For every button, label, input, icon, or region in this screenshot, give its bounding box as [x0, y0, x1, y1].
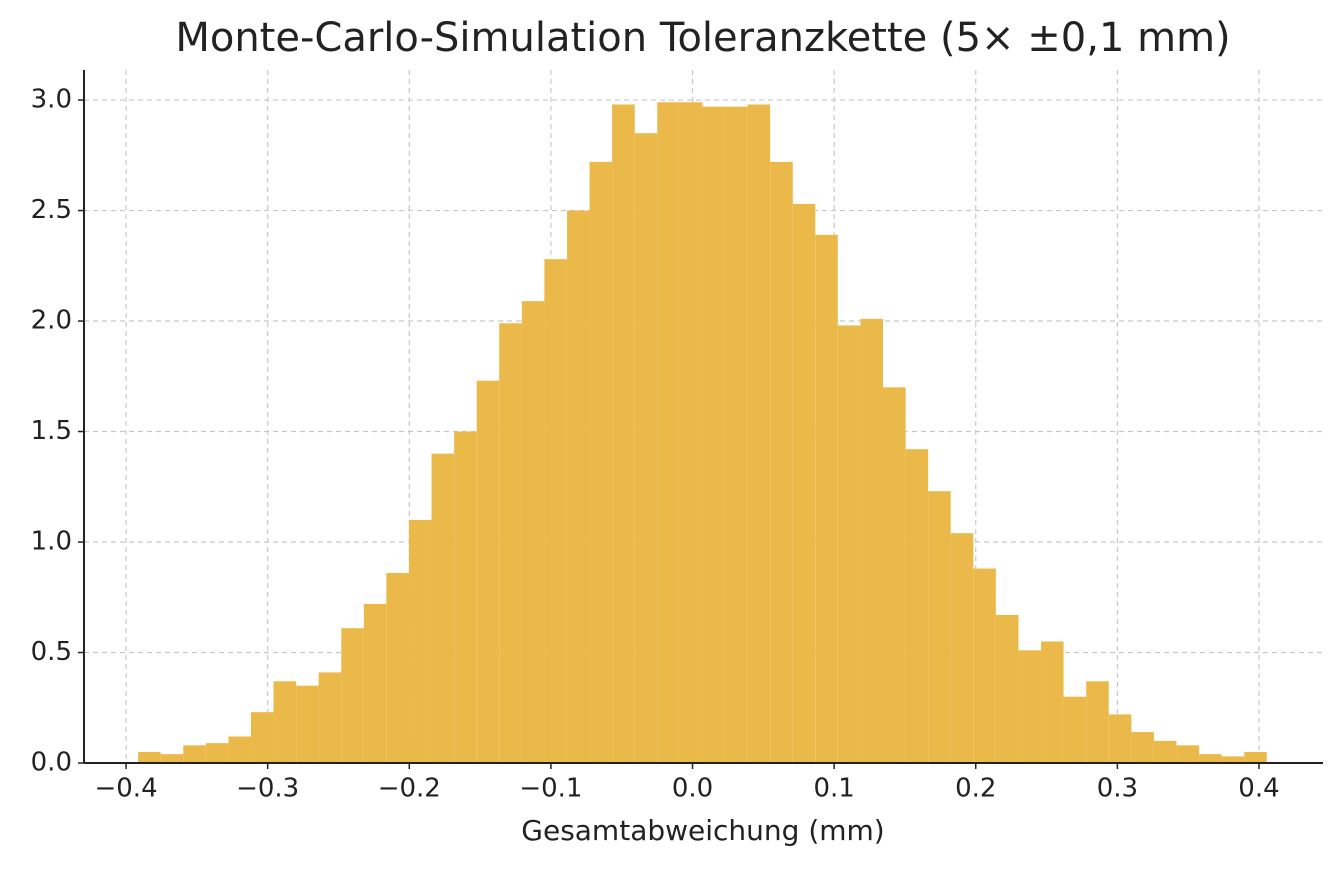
bar [634, 133, 658, 763]
bar [409, 519, 432, 763]
y-tick-label: 0.0 [31, 748, 72, 778]
y-tick-label: 1.0 [31, 527, 72, 557]
bar [521, 301, 545, 763]
bar [1131, 732, 1154, 763]
bar [454, 431, 477, 763]
y-tick-label: 0.5 [31, 637, 72, 667]
bar [1221, 756, 1245, 763]
bar [770, 161, 793, 763]
bar [928, 491, 951, 763]
bar [499, 323, 522, 763]
x-tick-label: −0.2 [378, 774, 441, 804]
x-tick-label: −0.1 [519, 774, 582, 804]
y-tick-label: 2.5 [31, 195, 72, 225]
bar [386, 572, 410, 763]
bar [792, 203, 816, 764]
x-tick-label: 0.3 [1097, 774, 1138, 804]
bar [1153, 740, 1177, 763]
bar [1244, 751, 1267, 763]
bar [702, 106, 725, 763]
y-tick-label: 3.0 [31, 85, 72, 115]
bar [544, 259, 568, 763]
bar [183, 745, 206, 763]
bar [950, 533, 974, 763]
bar [612, 104, 635, 764]
x-tick-label: 0.2 [955, 774, 996, 804]
x-tick-label: −0.3 [236, 774, 299, 804]
x-axis-label: Gesamtabweichung (mm) [521, 814, 884, 847]
bar [973, 568, 996, 763]
bar [476, 380, 500, 763]
bar [296, 685, 319, 763]
bar [747, 104, 771, 764]
bar [1176, 745, 1200, 763]
bar [250, 712, 274, 763]
y-tick-label: 1.5 [31, 416, 72, 446]
bar [273, 681, 297, 763]
x-tick-label: −0.4 [94, 774, 157, 804]
x-tick-label: 0.0 [672, 774, 713, 804]
x-tick-label: 0.1 [813, 774, 854, 804]
y-tick-label: 2.0 [31, 306, 72, 336]
bar [589, 161, 613, 763]
bar [205, 743, 229, 763]
chart-title: Monte-Carlo-Simulation Toleranzkette (5×… [175, 15, 1230, 61]
bar [1041, 641, 1064, 763]
bar [1086, 681, 1109, 763]
bar [341, 628, 364, 763]
bar [363, 603, 387, 763]
bar [995, 614, 1019, 763]
bar [228, 736, 251, 763]
bar [724, 106, 748, 763]
bar [318, 672, 342, 763]
bar [1108, 714, 1132, 763]
x-tick-label: 0.4 [1238, 774, 1279, 804]
bar [1199, 754, 1222, 763]
bar [679, 102, 703, 764]
bar [882, 387, 906, 763]
bar [657, 102, 680, 764]
bar [160, 754, 184, 763]
bar [860, 318, 883, 763]
bar [905, 449, 929, 763]
bar [815, 234, 838, 764]
bar [1018, 650, 1042, 763]
bar [138, 751, 161, 763]
bar [837, 325, 861, 763]
bar [1063, 696, 1087, 763]
bar [431, 453, 455, 763]
bar [567, 210, 590, 763]
